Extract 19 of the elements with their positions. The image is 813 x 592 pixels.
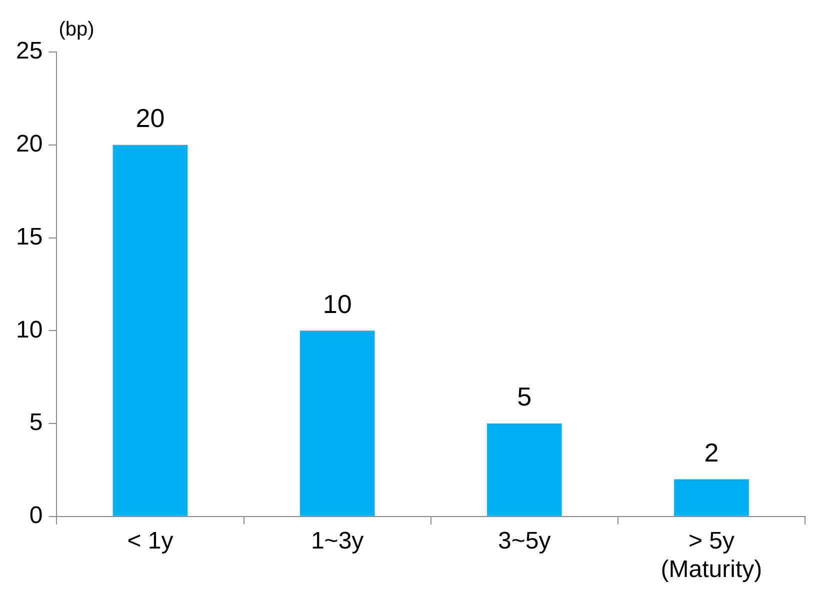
data-label: 10 <box>322 288 352 319</box>
x-tick-label: > 5y (Maturity) <box>660 527 762 584</box>
x-tick-label: < 1y <box>127 527 174 554</box>
y-tick-label: 25 <box>16 38 43 65</box>
data-label: 2 <box>704 437 719 468</box>
bar <box>486 424 562 516</box>
y-tick-label: 10 <box>16 316 43 344</box>
x-tick-label: 1~3y <box>310 527 364 554</box>
bar <box>300 330 375 516</box>
y-axis-title: (bp) <box>58 18 94 41</box>
bar <box>674 479 749 516</box>
y-tick-label: 5 <box>29 409 43 436</box>
bar <box>112 144 188 516</box>
y-tick-label: 15 <box>16 223 43 250</box>
y-tick-label: 0 <box>29 502 43 530</box>
data-label: 20 <box>136 103 165 134</box>
x-tick-label: 3~5y <box>498 527 551 554</box>
y-tick-label: 20 <box>16 130 43 158</box>
data-label: 5 <box>517 382 532 412</box>
